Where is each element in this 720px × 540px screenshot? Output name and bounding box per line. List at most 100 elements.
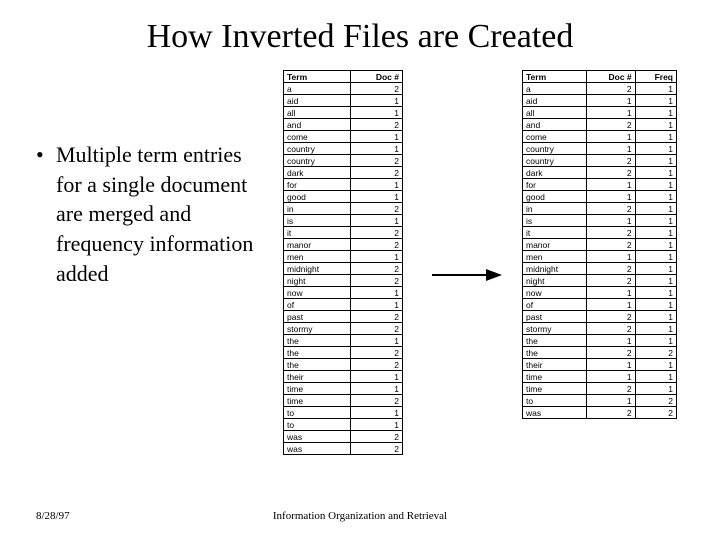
table-row: all1	[284, 107, 403, 119]
table-row: for1	[284, 179, 403, 191]
table-cell: 1	[635, 155, 676, 167]
table-cell: 1	[351, 371, 403, 383]
table-row: aid11	[523, 95, 677, 107]
footer-title: Information Organization and Retrieval	[0, 510, 720, 522]
table-cell: 2	[351, 347, 403, 359]
table-row: the1	[284, 335, 403, 347]
table-cell: their	[284, 371, 351, 383]
table-cell: 1	[635, 311, 676, 323]
table-cell: their	[523, 359, 587, 371]
table-row: dark2	[284, 167, 403, 179]
table-cell: midnight	[523, 263, 587, 275]
table-row: is1	[284, 215, 403, 227]
table-cell: 2	[635, 395, 676, 407]
table-cell: 2	[351, 155, 403, 167]
table-cell: in	[523, 203, 587, 215]
table-cell: 1	[635, 203, 676, 215]
table-row: dark21	[523, 167, 677, 179]
table-cell: 1	[586, 215, 635, 227]
table-cell: for	[523, 179, 587, 191]
table-cell: the	[284, 347, 351, 359]
table-row: for11	[523, 179, 677, 191]
table-cell: night	[523, 275, 587, 287]
table-cell: 1	[586, 191, 635, 203]
table-cell: 1	[635, 335, 676, 347]
table-row: now1	[284, 287, 403, 299]
table-cell: come	[523, 131, 587, 143]
table-cell: stormy	[523, 323, 587, 335]
table-row: country2	[284, 155, 403, 167]
table-row: time2	[284, 395, 403, 407]
table-cell: 1	[635, 107, 676, 119]
table-cell: a	[284, 83, 351, 95]
table-cell: aid	[523, 95, 587, 107]
table-cell: past	[523, 311, 587, 323]
table-cell: 1	[586, 371, 635, 383]
table-cell: now	[523, 287, 587, 299]
table-cell: country	[523, 155, 587, 167]
table-row: men1	[284, 251, 403, 263]
table-cell: is	[523, 215, 587, 227]
table-cell: it	[284, 227, 351, 239]
table-cell: 1	[635, 215, 676, 227]
table-cell: country	[523, 143, 587, 155]
table-row: come11	[523, 131, 677, 143]
column-header: Doc #	[351, 71, 403, 83]
table-row: in21	[523, 203, 677, 215]
table-row: their11	[523, 359, 677, 371]
table-cell: 2	[635, 407, 676, 419]
table-row: past2	[284, 311, 403, 323]
table-cell: men	[523, 251, 587, 263]
table-cell: 1	[586, 95, 635, 107]
table-cell: 1	[351, 299, 403, 311]
table-cell: 1	[586, 359, 635, 371]
table-cell: 2	[351, 323, 403, 335]
table-cell: aid	[284, 95, 351, 107]
table-cell: good	[523, 191, 587, 203]
table-cell: now	[284, 287, 351, 299]
table-cell: 2	[586, 311, 635, 323]
table-cell: to	[284, 407, 351, 419]
table-row: aid1	[284, 95, 403, 107]
table-row: the2	[284, 347, 403, 359]
table-row: it21	[523, 227, 677, 239]
table-cell: 1	[351, 383, 403, 395]
table-cell: 1	[586, 287, 635, 299]
table-cell: 1	[635, 263, 676, 275]
table-cell: 2	[351, 275, 403, 287]
table-cell: time	[284, 383, 351, 395]
table-row: the2	[284, 359, 403, 371]
table-cell: 1	[635, 287, 676, 299]
source-table: TermDoc # a2aid1all1and2come1country1cou…	[283, 70, 403, 455]
table-row: good11	[523, 191, 677, 203]
table-cell: men	[284, 251, 351, 263]
table-cell: 2	[586, 203, 635, 215]
table-row: and2	[284, 119, 403, 131]
table-row: was22	[523, 407, 677, 419]
table-cell: 1	[635, 131, 676, 143]
table-cell: 2	[351, 119, 403, 131]
table-cell: a	[523, 83, 587, 95]
table-cell: 1	[351, 107, 403, 119]
table-cell: 1	[351, 143, 403, 155]
bullet-list: • Multiple term entries for a single doc…	[36, 140, 271, 288]
table-row: the22	[523, 347, 677, 359]
table-row: was2	[284, 443, 403, 455]
table-cell: 1	[635, 83, 676, 95]
table-cell: come	[284, 131, 351, 143]
table-cell: in	[284, 203, 351, 215]
table-row: midnight21	[523, 263, 677, 275]
table-cell: night	[284, 275, 351, 287]
table-row: country21	[523, 155, 677, 167]
table-cell: 1	[351, 335, 403, 347]
table-cell: 2	[586, 119, 635, 131]
table-cell: past	[284, 311, 351, 323]
table-cell: 1	[635, 179, 676, 191]
table-cell: 1	[635, 323, 676, 335]
column-header: Freq	[635, 71, 676, 83]
page-title: How Inverted Files are Created	[0, 0, 720, 56]
table-cell: 2	[586, 155, 635, 167]
table-cell: is	[284, 215, 351, 227]
table-row: in2	[284, 203, 403, 215]
table-cell: was	[284, 431, 351, 443]
